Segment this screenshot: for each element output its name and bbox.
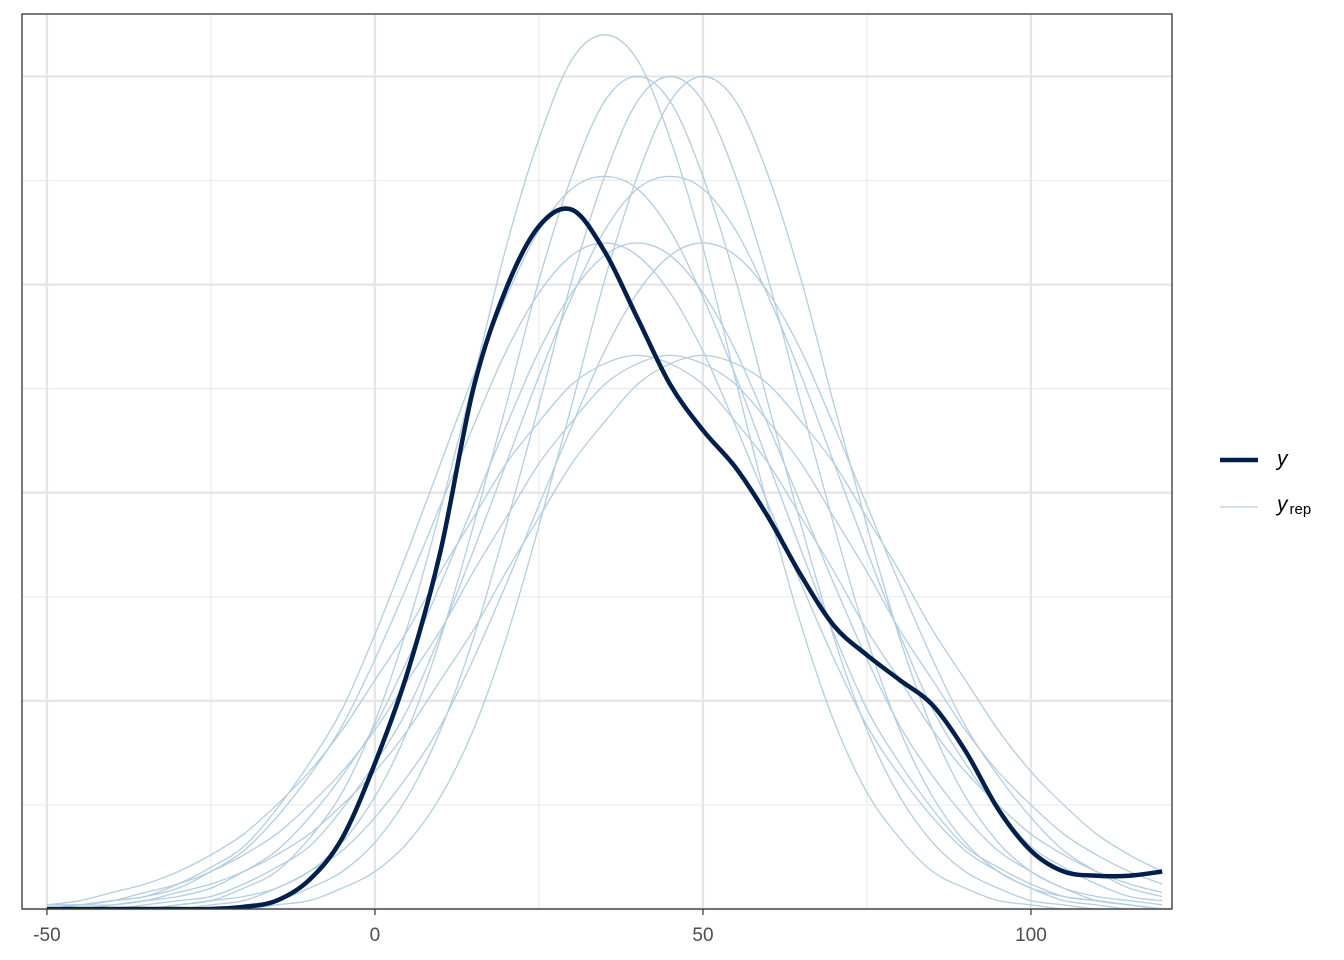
y-line bbox=[46, 206, 1163, 909]
panel-border bbox=[21, 13, 1173, 910]
plot-area bbox=[46, 34, 1163, 909]
legend-label-main: y bbox=[1275, 493, 1289, 516]
yrep-line bbox=[46, 34, 1163, 909]
x-tick-label: 0 bbox=[370, 925, 381, 946]
x-tick-label: -50 bbox=[33, 925, 60, 946]
yrep-line bbox=[46, 354, 1163, 906]
yrep-line bbox=[46, 354, 1163, 906]
yrep-line bbox=[46, 175, 1163, 909]
legend-label-subscript: rep bbox=[1290, 501, 1312, 518]
yrep-line bbox=[46, 242, 1163, 909]
yrep-line bbox=[46, 75, 1163, 909]
yrep-line bbox=[46, 242, 1163, 909]
legend-label: y rep bbox=[1275, 493, 1311, 518]
x-tick-label: 50 bbox=[692, 925, 713, 946]
legend: yy rep bbox=[1220, 448, 1311, 518]
x-tick-label: 100 bbox=[1015, 925, 1047, 946]
yrep-line bbox=[46, 354, 1163, 906]
x-axis: -50 0 50 100 bbox=[33, 909, 1047, 946]
legend-label: y bbox=[1275, 448, 1289, 471]
yrep-line bbox=[46, 75, 1163, 909]
